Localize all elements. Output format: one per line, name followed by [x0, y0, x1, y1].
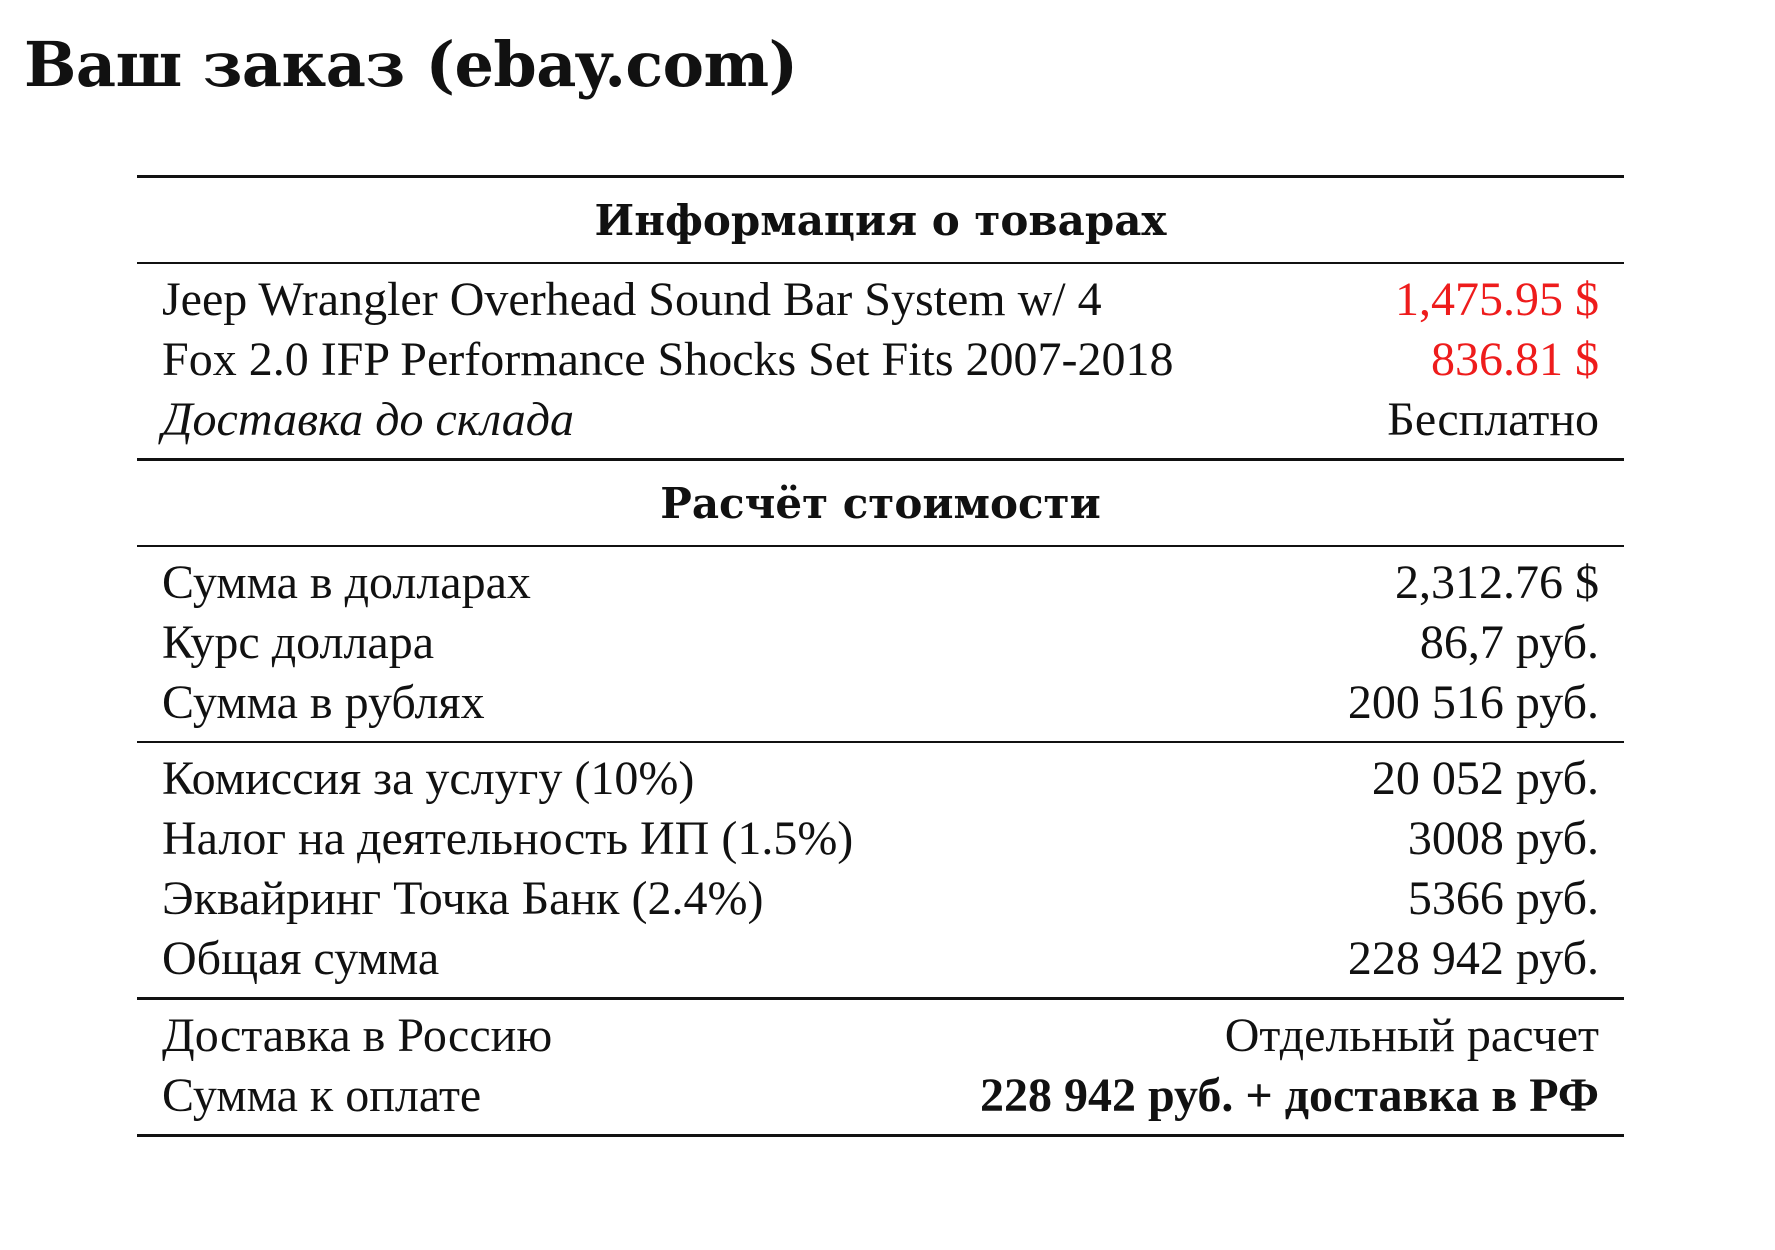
exchange-rate-value: 86,7 руб. — [1419, 616, 1599, 669]
amount-due-label: Сумма к оплате — [162, 1069, 482, 1122]
grand-total-row: Общая сумма 228 942 руб. — [162, 929, 1599, 989]
page-title: Ваш заказ (ebay.com) — [24, 28, 798, 101]
service-fee-row: Комиссия за услугу (10%) 20 052 руб. — [162, 749, 1599, 809]
russia-shipping-value: Отдельный расчет — [1224, 1009, 1599, 1062]
acquiring-label: Эквайринг Точка Банк (2.4%) — [162, 872, 764, 925]
calculation-header-rule — [137, 545, 1624, 547]
fees-group: Комиссия за услугу (10%) 20 052 руб. Нал… — [137, 743, 1624, 997]
exchange-rate-label: Курс доллара — [162, 616, 435, 669]
products-group: Jeep Wrangler Overhead Sound Bar System … — [137, 264, 1624, 458]
product-row: Jeep Wrangler Overhead Sound Bar System … — [162, 270, 1599, 330]
grand-total-value: 228 942 руб. — [1347, 932, 1599, 985]
order-table: Информация о товарах Jeep Wrangler Overh… — [137, 175, 1624, 1137]
usd-total-value: 2,312.76 $ — [1395, 556, 1599, 609]
service-fee-value: 20 052 руб. — [1371, 752, 1599, 805]
rub-total-label: Сумма в рублях — [162, 676, 485, 729]
rub-total-row: Сумма в рублях 200 516 руб. — [162, 673, 1599, 733]
tax-label: Налог на деятельность ИП (1.5%) — [162, 812, 854, 865]
conversion-bottom-rule — [137, 741, 1624, 743]
final-group: Доставка в Россию Отдельный расчет Сумма… — [137, 1000, 1624, 1134]
product-price: 1,475.95 $ — [1395, 273, 1599, 326]
service-fee-label: Комиссия за услугу (10%) — [162, 752, 695, 805]
product-name: Jeep Wrangler Overhead Sound Bar System … — [162, 273, 1102, 326]
amount-due-row: Сумма к оплате 228 942 руб. + доставка в… — [162, 1066, 1599, 1126]
calculation-section-header: Расчёт стоимости — [660, 478, 1101, 528]
products-section-header: Информация о товарах — [594, 195, 1167, 245]
russia-shipping-row: Доставка в Россию Отдельный расчет — [162, 1006, 1599, 1066]
warehouse-shipping-row: Доставка до склада Бесплатно — [162, 390, 1599, 450]
grand-total-label: Общая сумма — [162, 932, 440, 985]
products-header-rule — [137, 262, 1624, 264]
table-top-rule — [137, 175, 1624, 178]
russia-shipping-label: Доставка в Россию — [162, 1009, 553, 1062]
warehouse-shipping-value: Бесплатно — [1387, 393, 1599, 446]
warehouse-shipping-label: Доставка до склада — [162, 393, 574, 446]
tax-value: 3008 руб. — [1407, 812, 1599, 865]
product-row: Fox 2.0 IFP Performance Shocks Set Fits … — [162, 330, 1599, 390]
amount-due-value: 228 942 руб. + доставка в РФ — [979, 1069, 1599, 1122]
fees-bottom-rule — [137, 997, 1624, 1000]
tax-row: Налог на деятельность ИП (1.5%) 3008 руб… — [162, 809, 1599, 869]
product-price: 836.81 $ — [1431, 333, 1599, 386]
product-name: Fox 2.0 IFP Performance Shocks Set Fits … — [162, 333, 1174, 386]
table-bottom-rule — [137, 1134, 1624, 1137]
rub-total-value: 200 516 руб. — [1347, 676, 1599, 729]
conversion-group: Сумма в долларах 2,312.76 $ Курс доллара… — [137, 547, 1624, 741]
acquiring-value: 5366 руб. — [1407, 872, 1599, 925]
exchange-rate-row: Курс доллара 86,7 руб. — [162, 613, 1599, 673]
acquiring-row: Эквайринг Точка Банк (2.4%) 5366 руб. — [162, 869, 1599, 929]
usd-total-row: Сумма в долларах 2,312.76 $ — [162, 553, 1599, 613]
usd-total-label: Сумма в долларах — [162, 556, 531, 609]
products-bottom-rule — [137, 458, 1624, 461]
